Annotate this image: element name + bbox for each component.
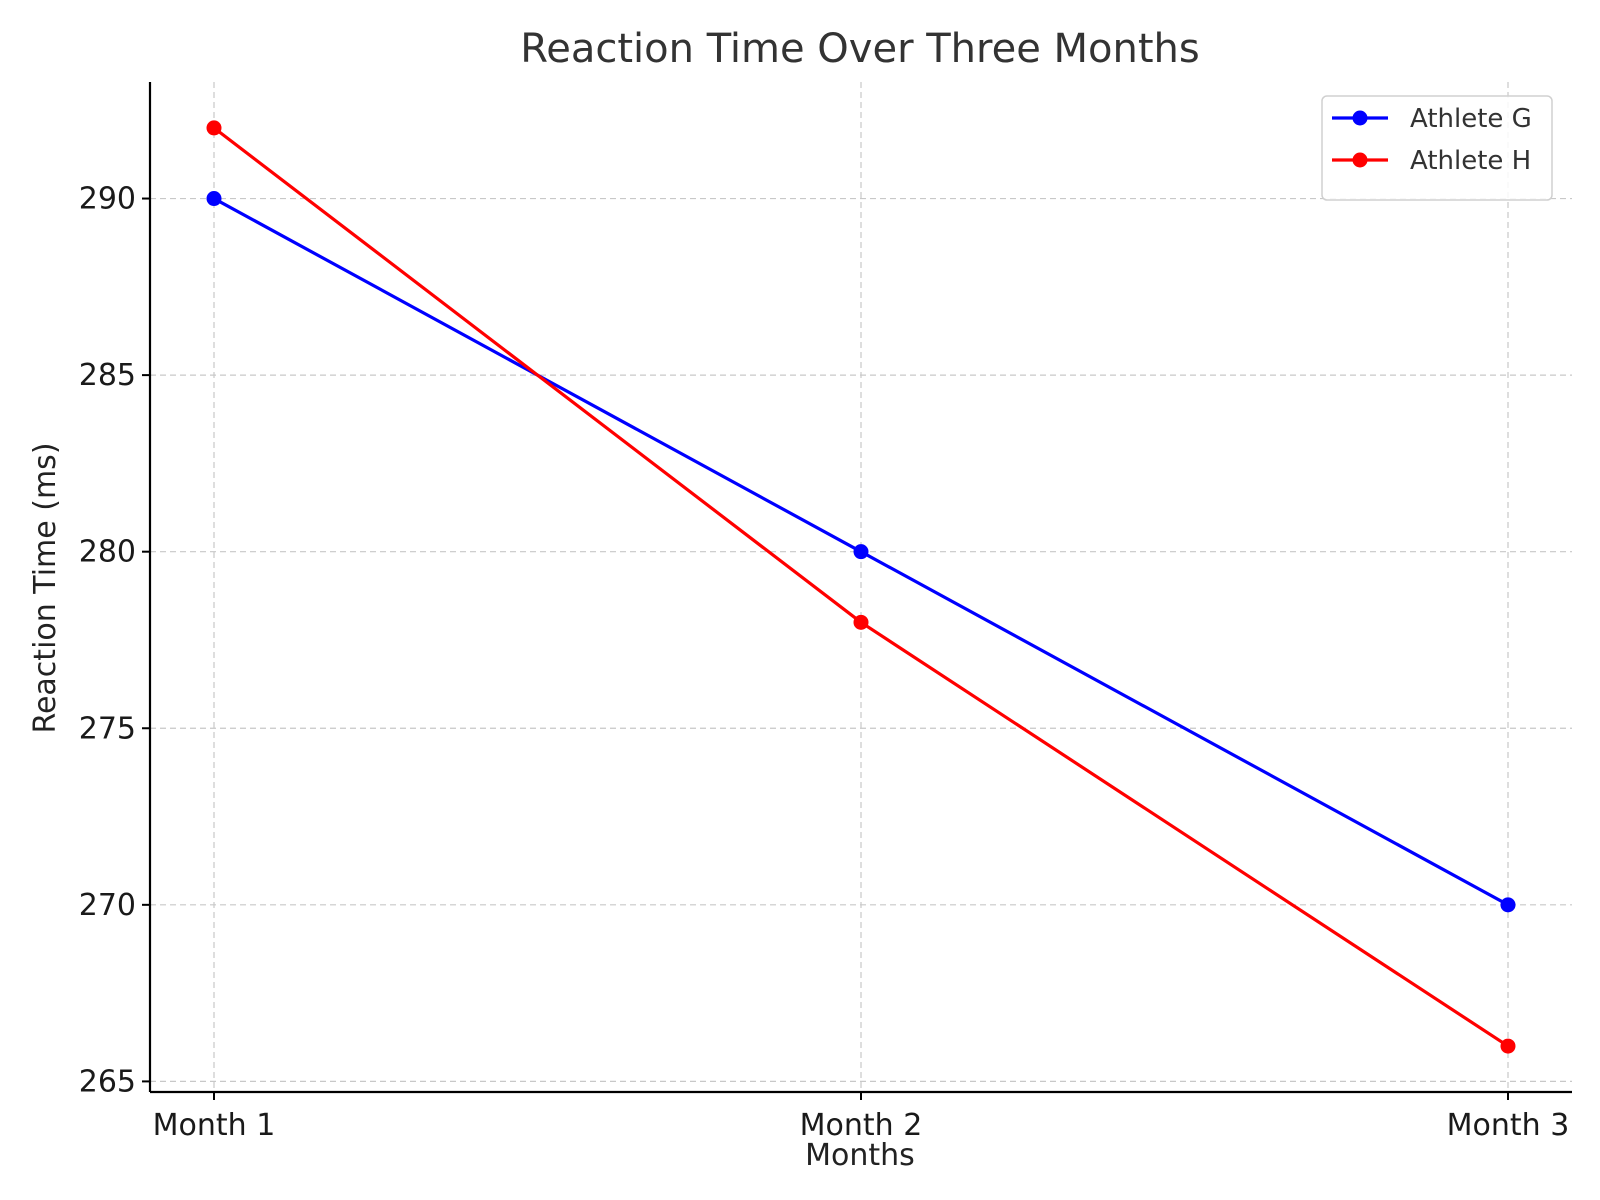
y-axis-label: Reaction Time (ms) [28, 442, 63, 733]
y-tick-label: 265 [79, 1064, 136, 1099]
data-point-athlete-g [853, 544, 869, 560]
data-point-athlete-h [1500, 1038, 1516, 1054]
legend: Athlete G Athlete H [1321, 95, 1553, 201]
x-tick-label: Month 3 [1447, 1108, 1570, 1143]
grid [150, 82, 1572, 1092]
legend-marker [1352, 152, 1368, 168]
data-point-athlete-h [206, 120, 222, 136]
y-tick-label: 280 [79, 535, 136, 570]
chart-title: Reaction Time Over Three Months [520, 26, 1199, 72]
legend-box [1321, 95, 1553, 201]
x-axis-label: Months [805, 1138, 915, 1173]
data-point-athlete-g [1500, 897, 1516, 913]
tick-labels: 265 270 275 280 285 290 Month 1 Month 2 Month 3 [79, 182, 1570, 1143]
legend-label: Athlete G [1410, 104, 1532, 134]
y-tick-label: 270 [79, 888, 136, 923]
y-tick-label: 275 [79, 711, 136, 746]
data-point-athlete-g [206, 191, 222, 207]
x-tick-label: Month 1 [153, 1108, 276, 1143]
axes [142, 82, 1572, 1100]
y-tick-label: 290 [79, 182, 136, 217]
x-tick-label: Month 2 [800, 1108, 923, 1143]
legend-label: Athlete H [1410, 146, 1531, 176]
series-group [206, 120, 1516, 1054]
y-tick-label: 285 [79, 358, 136, 393]
data-point-athlete-h [853, 614, 869, 630]
legend-marker [1352, 110, 1368, 126]
